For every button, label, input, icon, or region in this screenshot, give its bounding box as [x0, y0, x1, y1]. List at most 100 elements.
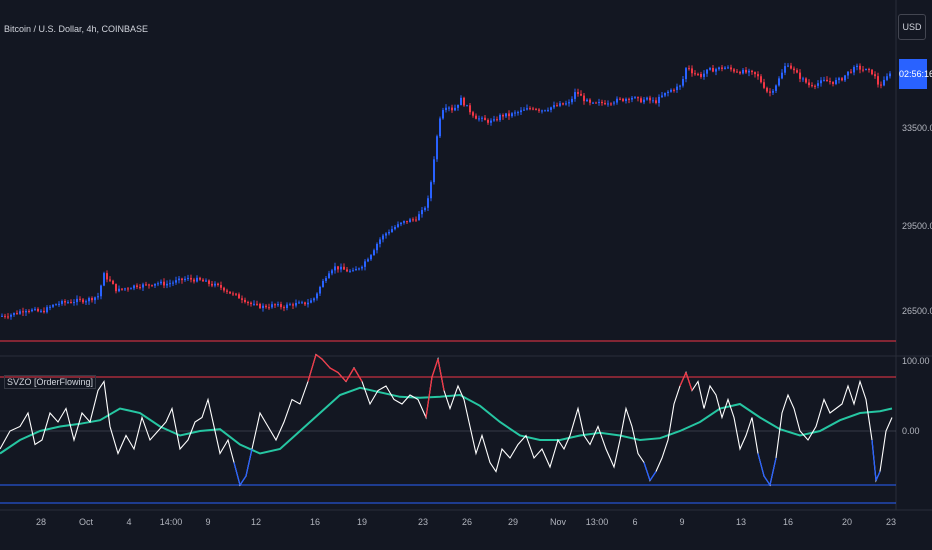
candle-body [232, 293, 234, 295]
candle-body [445, 107, 447, 111]
candle-body [52, 304, 54, 307]
candle-body [625, 98, 627, 102]
candle-body [145, 284, 147, 286]
candle-body [757, 74, 759, 77]
candle-body [115, 284, 117, 292]
time-tick-label: 9 [205, 517, 211, 527]
candle-body [421, 210, 423, 215]
candle-body [613, 102, 615, 104]
candle-body [274, 304, 276, 306]
candle-body [13, 313, 15, 315]
candle-body [649, 97, 651, 101]
bar-countdown-label: 02:56:16 [899, 59, 932, 89]
candle-body [205, 280, 207, 282]
currency-button[interactable]: USD [898, 14, 926, 40]
candle-body [871, 69, 873, 75]
oscillator-extreme-segment [769, 457, 777, 486]
candle-body [208, 280, 210, 284]
candle-body [94, 297, 96, 301]
time-tick-label: 19 [356, 517, 368, 527]
candle-body [703, 73, 705, 77]
oscillator-extreme-segment [685, 372, 693, 391]
candle-body [844, 75, 846, 81]
candle-body [55, 304, 57, 306]
candle-body [778, 78, 780, 86]
candle-body [637, 97, 639, 99]
candle-body [127, 288, 129, 290]
candle-body [523, 109, 525, 111]
candle-body [361, 266, 363, 269]
candle-body [25, 310, 27, 313]
candle-body [829, 81, 831, 83]
candle-body [175, 280, 177, 283]
indicator-title[interactable]: SVZO [OrderFlowing] [4, 375, 97, 389]
candle-body [790, 65, 792, 69]
candle-body [595, 102, 597, 104]
candle-body [373, 250, 375, 256]
candle-body [328, 273, 330, 279]
candle-body [340, 266, 342, 270]
candle-body [154, 283, 156, 286]
candle-body [400, 222, 402, 225]
candle-body [673, 89, 675, 91]
candle-body [76, 298, 78, 303]
candle-body [241, 298, 243, 300]
time-tick-label: 26 [461, 517, 473, 527]
candle-body [196, 277, 198, 282]
candle-body [661, 95, 663, 97]
candle-body [700, 73, 702, 77]
candle-body [181, 278, 183, 281]
candle-body [733, 69, 735, 72]
candle-body [835, 80, 837, 84]
candle-body [880, 84, 882, 86]
candle-body [157, 283, 159, 285]
candle-body [805, 78, 807, 83]
oscillator-extreme-segment [245, 448, 253, 477]
candle-body [568, 102, 570, 104]
candle-body [34, 308, 36, 310]
candle-body [121, 288, 123, 290]
candle-body [856, 65, 858, 68]
oscillator-extreme-segment [337, 372, 347, 382]
candle-body [553, 105, 555, 108]
candle-body [469, 105, 471, 113]
candle-body [610, 103, 612, 105]
candle-body [142, 284, 144, 288]
candle-body [487, 119, 489, 123]
oscillator-extreme-segment [353, 367, 363, 382]
time-tick-label: Oct [78, 517, 94, 527]
candle-body [406, 221, 408, 223]
candle-body [148, 284, 150, 286]
candle-body [301, 302, 303, 304]
candle-body [235, 293, 237, 295]
candle-body [358, 268, 360, 270]
candle-body [199, 277, 201, 280]
time-tick-label: 16 [782, 517, 794, 527]
candle-body [643, 99, 645, 103]
candle-body [22, 311, 24, 313]
candle-body [415, 219, 417, 221]
candle-body [739, 71, 741, 74]
candle-body [574, 92, 576, 99]
candle-body [355, 268, 357, 271]
candle-body [397, 224, 399, 227]
candle-body [505, 113, 507, 117]
candle-body [67, 302, 69, 304]
symbol-title[interactable]: Bitcoin / U.S. Dollar, 4h, COINBASE [4, 24, 149, 34]
candle-body [802, 78, 804, 80]
candle-body [163, 281, 165, 286]
oscillator-levels [0, 340, 896, 504]
candle-body [454, 107, 456, 111]
candle-body [436, 136, 438, 160]
candle-body [184, 278, 186, 281]
candle-body [766, 87, 768, 92]
candle-body [793, 68, 795, 71]
candle-body [382, 235, 384, 240]
oscillator-extreme-segment [233, 462, 241, 486]
candle-body [889, 73, 891, 77]
candle-body [577, 92, 579, 94]
candle-body [556, 105, 558, 107]
candle-body [853, 67, 855, 73]
candle-body [10, 314, 12, 317]
